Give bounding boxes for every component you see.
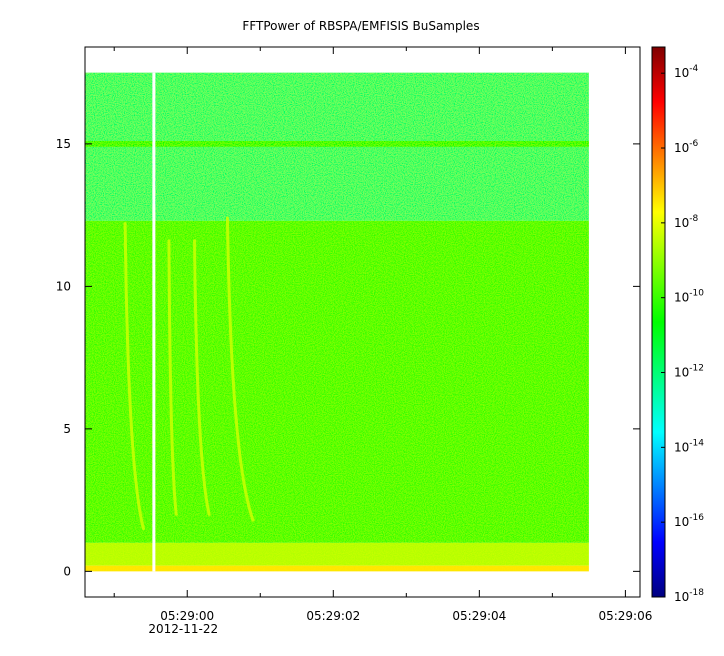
spectrogram-band-4 — [85, 565, 589, 572]
colorbar-tick-label: 10-8 — [674, 214, 699, 230]
colorbar-tick-label: 10-4 — [674, 64, 699, 80]
y-tick-label: 5 — [63, 422, 71, 436]
colorbar-tick-label: 10-14 — [674, 438, 704, 454]
x-tick-label: 05:29:02 — [306, 609, 360, 623]
colorbar-tick-label: 10-16 — [674, 513, 704, 529]
y-tick-label: 10 — [56, 279, 71, 293]
y-axis: 0 5 10 15 — [56, 137, 640, 578]
colorbar-tick-label: 10-6 — [674, 139, 699, 155]
chart-title: FFTPower of RBSPA/EMFISIS BuSamples — [242, 19, 479, 33]
colorbar-gradient — [652, 47, 665, 597]
x-tick-label: 05:29:06 — [598, 609, 652, 623]
x-tick-label: 05:29:00 — [160, 609, 214, 623]
y-tick-label: 15 — [56, 137, 71, 151]
chorus-element-2 — [193, 239, 211, 516]
chorus-element-3 — [225, 216, 255, 522]
plot-area — [84, 46, 641, 598]
colorbar-tick-label: 10-18 — [674, 588, 704, 604]
spectrogram-band-1 — [85, 141, 589, 147]
spectrogram-band-2 — [85, 220, 589, 543]
x-tick-label: 05:29:04 — [452, 609, 506, 623]
colorbar-tick-label: 10-12 — [674, 364, 704, 380]
colorbar-frame — [651, 46, 666, 598]
plot-frame — [84, 46, 641, 598]
y-tick-label: 0 — [63, 564, 71, 578]
chorus-element-0 — [123, 222, 145, 531]
data-gap — [152, 72, 156, 572]
colorbar-tick-label: 10-10 — [674, 289, 704, 305]
colorbar: 10-4 10-6 10-8 10-10 10-12 10-14 10-16 10-18 — [651, 46, 704, 604]
chorus-element-1 — [167, 239, 178, 516]
x-date-label: 2012-11-22 — [148, 622, 218, 636]
spectrogram-band-3 — [85, 542, 589, 566]
